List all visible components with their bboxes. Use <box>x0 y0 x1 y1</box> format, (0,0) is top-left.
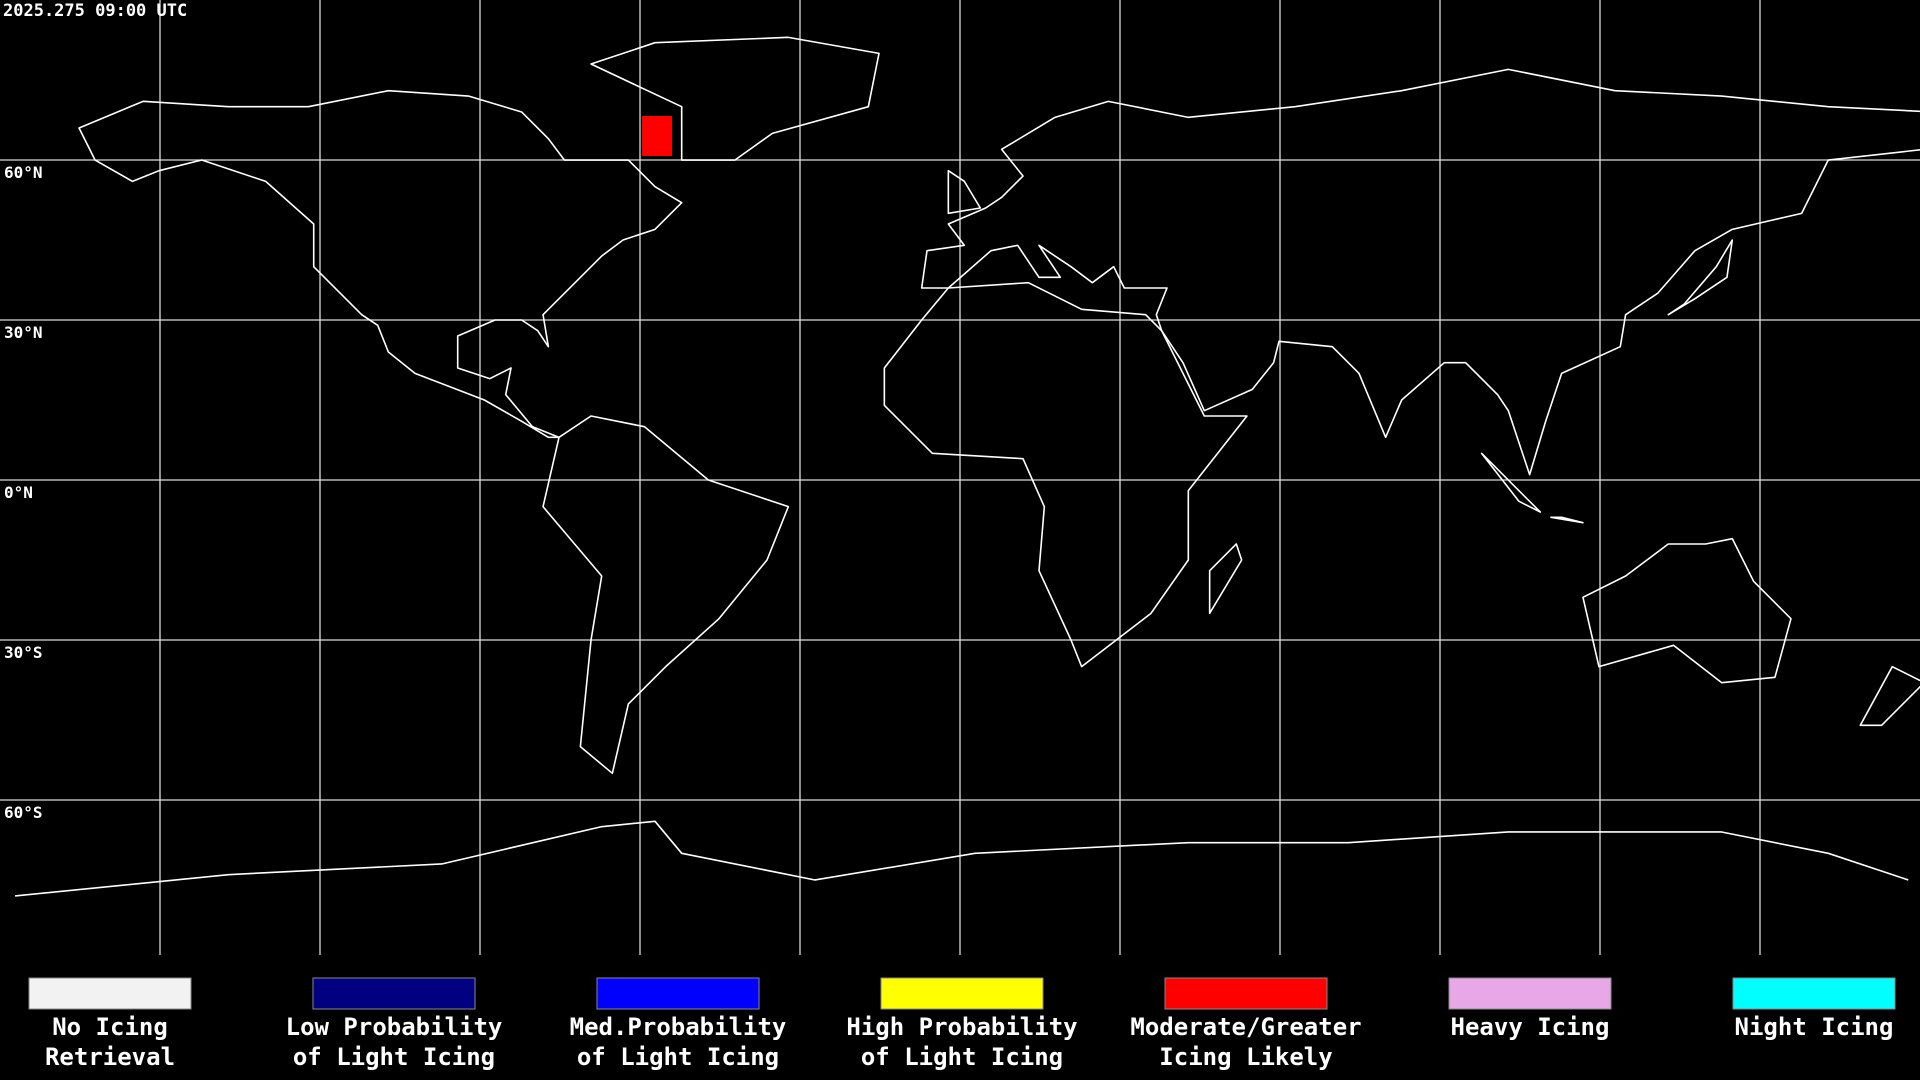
coastline <box>1208 543 1243 615</box>
coastline <box>1480 452 1542 513</box>
legend-label: Icing Likely <box>1159 1043 1332 1071</box>
latitude-label: 60°N <box>4 163 43 182</box>
legend-item: Night Icing <box>1732 977 1896 1041</box>
moderate-patch <box>642 116 672 156</box>
latitude-label: 30°S <box>4 643 43 662</box>
legend-label: of Light Icing <box>293 1043 495 1071</box>
legend-item: Heavy Icing <box>1448 977 1612 1041</box>
legend-label: of Light Icing <box>577 1043 779 1071</box>
legend-label: No Icing <box>52 1013 168 1041</box>
legend-label: Med.Probability <box>570 1013 787 1041</box>
coastlines <box>14 36 1920 897</box>
legend-swatch <box>596 977 760 1010</box>
coastline <box>920 68 1920 476</box>
timestamp: 2025.275 09:00 UTC <box>3 1 187 21</box>
latitude-label: 0°N <box>4 483 33 502</box>
coastline <box>78 89 683 439</box>
legend-swatch <box>1448 977 1612 1010</box>
legend-label: of Light Icing <box>861 1043 1063 1071</box>
legend-label: Heavy Icing <box>1451 1013 1610 1041</box>
legend-swatch <box>1732 977 1896 1010</box>
coastline <box>1582 537 1792 684</box>
coastline <box>1859 665 1920 727</box>
legend-background <box>0 955 1920 1080</box>
coastline <box>1667 239 1734 316</box>
coastline <box>542 415 790 775</box>
coastline <box>947 169 982 215</box>
latitude-label: 30°N <box>4 323 43 342</box>
graticule <box>0 0 1920 955</box>
legend-label: Retrieval <box>45 1043 175 1071</box>
antarctic-coast <box>14 820 1909 897</box>
latitude-labels: 60°N 30°N 0°N 30°S 60°S <box>4 163 43 822</box>
legend-label: Night Icing <box>1735 1013 1894 1041</box>
legend-swatch <box>312 977 476 1010</box>
latitude-label: 60°S <box>4 803 43 822</box>
legend-label: High Probability <box>846 1013 1077 1041</box>
coastline <box>883 281 1248 668</box>
legend-label: Low Probability <box>286 1013 503 1041</box>
legend-swatch <box>1164 977 1328 1010</box>
coastline <box>1550 516 1584 524</box>
legend-swatch <box>880 977 1044 1010</box>
legend-label: Moderate/Greater <box>1130 1013 1361 1041</box>
legend-swatch <box>28 977 192 1010</box>
coastline <box>590 36 880 161</box>
